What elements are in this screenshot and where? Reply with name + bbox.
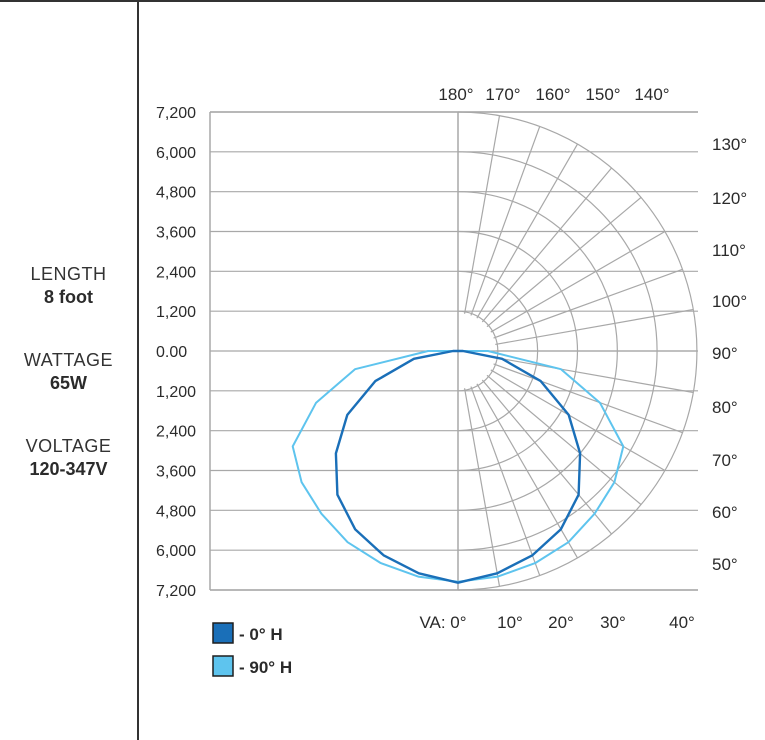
spec-wattage: WATTAGE 65W — [0, 350, 137, 394]
spec-voltage-label: VOLTAGE — [25, 436, 112, 456]
chart-labels: 7,200 6,000 4,800 3,600 2,400 1,200 0.00 1,200 2… — [156, 85, 747, 632]
right-angle-label-4: 90° — [712, 344, 738, 363]
legend-swatch-0 — [212, 622, 234, 644]
bottom-angle-label-1: 10° — [497, 613, 523, 632]
radial-line-120 — [490, 230, 666, 333]
tick-label-upper-6: 0.00 — [156, 344, 187, 361]
tick-label-upper-1: 6,000 — [156, 145, 196, 162]
tick-label-lower-5: 7,200 — [156, 583, 196, 600]
chart-legend: - 0° H - 90° H — [212, 622, 292, 677]
bottom-angle-label-2: 20° — [548, 613, 574, 632]
spec-length-label: LENGTH — [30, 264, 107, 284]
radial-line-40 — [481, 379, 613, 535]
radial-line-20 — [470, 386, 541, 576]
radial-line-60 — [490, 369, 666, 472]
tick-label-lower-3: 4,800 — [156, 503, 196, 520]
radial-line-150 — [476, 143, 579, 319]
spec-wattage-label: WATTAGE — [23, 350, 114, 370]
top-rule — [0, 0, 765, 2]
bottom-angle-label-3: 30° — [600, 613, 626, 632]
legend-label-0: - 0° H — [239, 625, 283, 644]
series-curve-0 — [334, 349, 582, 584]
legend-swatch-1 — [212, 655, 234, 677]
right-angle-label-3: 100° — [712, 292, 747, 311]
tick-label-upper-0: 7,200 — [156, 105, 196, 122]
top-angle-label-4: 140° — [634, 85, 669, 104]
top-angle-label-0: 180° — [438, 85, 473, 104]
tick-label-upper-2: 4,800 — [156, 185, 196, 202]
spec-length-value: 8 foot — [44, 287, 93, 307]
tick-label-lower-2: 3,600 — [156, 464, 196, 481]
right-angle-label-8: 50° — [712, 555, 738, 574]
right-angle-label-7: 60° — [712, 503, 738, 522]
right-angle-label-5: 80° — [712, 398, 738, 417]
radial-line-50 — [486, 374, 642, 506]
chart-grid — [209, 111, 698, 591]
radial-line-130 — [486, 196, 642, 328]
top-angle-label-1: 170° — [485, 85, 520, 104]
top-angle-label-3: 150° — [585, 85, 620, 104]
top-angle-label-2: 160° — [535, 85, 570, 104]
spec-length: LENGTH 8 foot — [0, 264, 137, 308]
radial-line-10 — [463, 388, 501, 587]
tick-label-upper-3: 3,600 — [156, 225, 196, 242]
radial-line-140 — [481, 167, 613, 323]
tick-label-upper-4: 2,400 — [156, 264, 196, 281]
radial-line-170 — [463, 115, 501, 314]
tick-label-upper-5: 1,200 — [156, 304, 196, 321]
chart-curves — [291, 349, 625, 584]
spec-wattage-value: 65W — [49, 373, 87, 393]
radial-line-110 — [493, 268, 683, 339]
bottom-angle-label-0: VA: 0° — [419, 613, 466, 632]
tick-label-lower-4: 6,000 — [156, 543, 196, 560]
legend-label-1: - 90° H — [239, 658, 292, 677]
radial-line-100 — [495, 308, 694, 346]
tick-label-lower-0: 1,200 — [156, 384, 196, 401]
right-angle-label-0: 130° — [712, 135, 747, 154]
radial-line-80 — [495, 356, 694, 394]
right-angle-label-1: 120° — [712, 189, 747, 208]
side-rule — [137, 0, 139, 740]
radial-line-160 — [470, 126, 541, 316]
right-angle-label-2: 110° — [712, 241, 746, 260]
tick-label-lower-1: 2,400 — [156, 424, 196, 441]
right-angle-label-6: 70° — [712, 451, 738, 470]
spec-voltage: VOLTAGE 120-347V — [0, 436, 137, 480]
radial-line-70 — [493, 363, 683, 434]
bottom-angle-label-4: 40° — [669, 613, 695, 632]
spec-voltage-value: 120-347V — [29, 459, 108, 479]
